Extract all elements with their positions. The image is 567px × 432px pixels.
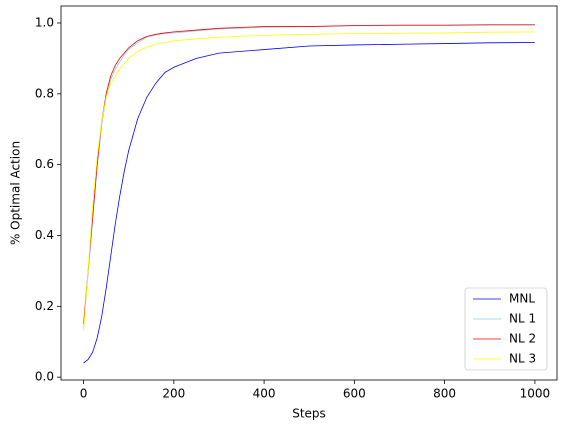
y-tick-label: 0.6: [35, 157, 54, 171]
series-line: [83, 42, 535, 364]
x-tick-label: 400: [253, 387, 276, 401]
series-line: [83, 31, 535, 332]
plot-frame: [60, 5, 558, 381]
x-tick-label: 600: [343, 387, 366, 401]
y-tick-label: 0.0: [35, 370, 54, 384]
x-tick-label: 200: [162, 387, 185, 401]
legend-label: NL 2: [509, 332, 536, 346]
x-tick-label: 800: [433, 387, 456, 401]
series-line: [83, 24, 535, 325]
legend-label: NL 3: [509, 352, 536, 366]
legend-label: MNL: [509, 292, 535, 306]
y-tick-label: 1.0: [35, 16, 54, 30]
x-tick-label: 1000: [520, 387, 551, 401]
y-tick-label: 0.2: [35, 299, 54, 313]
x-tick-label: 0: [80, 387, 88, 401]
y-tick-label: 0.4: [35, 228, 54, 242]
series-line: [83, 24, 535, 328]
legend-label: NL 1: [509, 312, 536, 326]
x-axis-label: Steps: [292, 407, 326, 421]
y-axis-label: % Optimal Action: [9, 141, 23, 245]
y-tick-label: 0.8: [35, 86, 54, 100]
legend-box: [464, 287, 548, 371]
